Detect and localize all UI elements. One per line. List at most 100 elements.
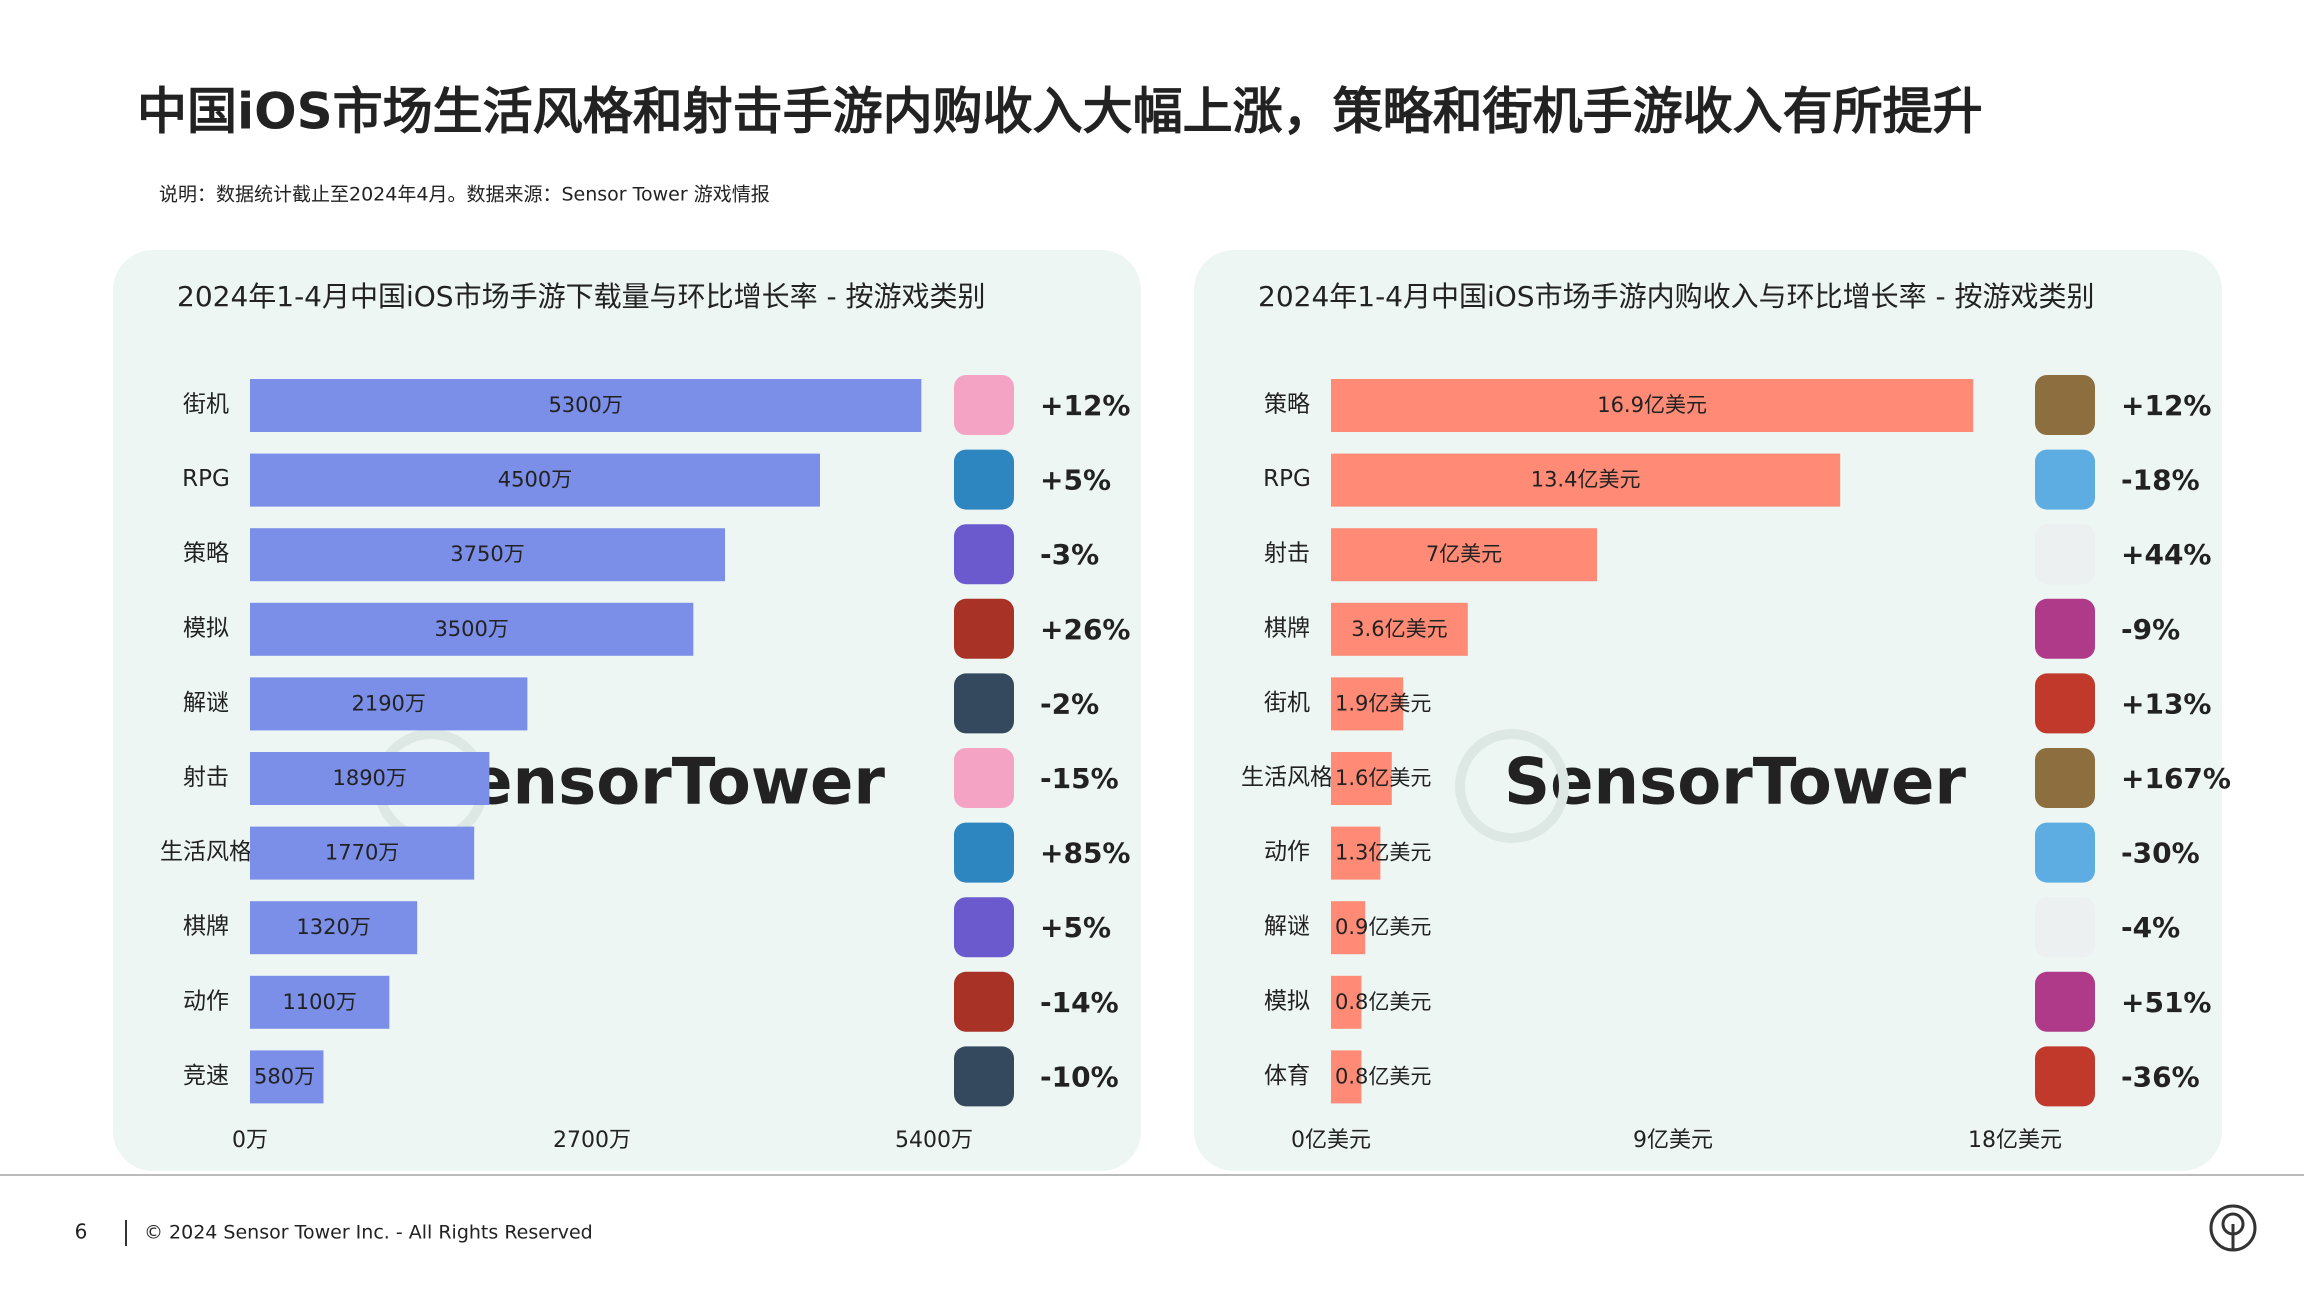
category-label: 竞速 [183, 1063, 229, 1089]
game-icon [954, 524, 1014, 585]
value-label: 1890万 [332, 766, 406, 790]
value-label: 3500万 [434, 617, 508, 641]
bar [1331, 528, 1597, 582]
value-label: 1770万 [325, 841, 399, 865]
category-label: 策略 [1264, 392, 1310, 418]
copyright: © 2024 Sensor Tower Inc. - All Rights Re… [144, 1222, 593, 1244]
growth-label: -4% [2121, 911, 2180, 944]
x-tick-label: 2700万 [553, 1128, 631, 1153]
value-label: 1100万 [282, 990, 356, 1014]
bar [1331, 602, 1468, 656]
value-label: 0.9亿美元 [1335, 915, 1431, 939]
growth-label: +5% [1040, 464, 1111, 497]
slide-title: 中国iOS市场生活风格和射击手游内购收入大幅上涨，策略和街机手游收入有所提升 [137, 83, 1983, 141]
bar [1331, 752, 1392, 805]
category-label: 模拟 [183, 615, 229, 641]
bar [1331, 1050, 1362, 1104]
category-label: RPG [182, 466, 230, 492]
value-label: 4500万 [498, 468, 572, 492]
value-label: 13.4亿美元 [1531, 468, 1641, 492]
x-tick-label: 18亿美元 [1968, 1128, 2062, 1153]
game-icon [2035, 822, 2095, 883]
game-icon [954, 822, 1014, 883]
growth-label: -15% [1040, 762, 1119, 795]
value-label: 5300万 [548, 393, 622, 417]
category-label: 解谜 [1264, 914, 1310, 940]
growth-label: +26% [1040, 613, 1130, 646]
x-tick-label: 0亿美元 [1291, 1128, 1371, 1153]
game-icon [954, 971, 1014, 1032]
category-label: 棋牌 [183, 914, 229, 940]
value-label: 3.6亿美元 [1351, 617, 1447, 641]
game-icon [2035, 971, 2095, 1032]
value-label: 16.9亿美元 [1597, 393, 1707, 417]
bar [1331, 826, 1381, 880]
value-label: 0.8亿美元 [1335, 990, 1431, 1014]
x-tick-label: 5400万 [895, 1128, 973, 1153]
bar [1331, 901, 1366, 955]
game-icon [954, 375, 1014, 435]
bar [250, 677, 528, 731]
value-label: 580万 [254, 1064, 315, 1088]
chart-title: 2024年1-4月中国iOS市场手游下载量与环比增长率 - 按游戏类别 [177, 280, 986, 313]
x-tick-label: 0万 [232, 1128, 268, 1153]
growth-label: -14% [1040, 986, 1119, 1019]
category-label: 棋牌 [1264, 615, 1310, 641]
category-label: 动作 [1264, 839, 1310, 865]
logo [2209, 1204, 2257, 1252]
bar [250, 379, 922, 432]
bar [1331, 677, 1404, 731]
game-icon [954, 748, 1014, 808]
game-icon [2035, 375, 2095, 435]
growth-label: -36% [2121, 1060, 2200, 1093]
x-tick-label: 9亿美元 [1633, 1128, 1713, 1153]
page-number: 6 [75, 1220, 88, 1244]
game-icon [2035, 449, 2095, 510]
category-label: 动作 [183, 988, 229, 1014]
category-label: 策略 [183, 541, 229, 567]
bar [250, 826, 475, 880]
game-icon [954, 598, 1014, 659]
growth-label: +12% [2121, 389, 2211, 422]
bar [1331, 975, 1362, 1029]
value-label: 2190万 [351, 691, 425, 715]
value-label: 0.8亿美元 [1335, 1064, 1431, 1088]
bar [1331, 379, 1974, 432]
game-icon [954, 673, 1014, 734]
category-label: 街机 [183, 392, 229, 418]
bar [250, 1050, 324, 1104]
game-icon [954, 1046, 1014, 1107]
growth-label: +167% [2121, 762, 2231, 795]
category-label: 射击 [183, 765, 229, 791]
growth-label: +12% [1040, 389, 1130, 422]
growth-label: -30% [2121, 837, 2200, 870]
category-label: 射击 [1264, 541, 1310, 567]
category-label: 模拟 [1264, 988, 1310, 1014]
growth-label: -18% [2121, 464, 2200, 497]
bar [250, 528, 725, 582]
category-label: RPG [1263, 466, 1311, 492]
game-icon [2035, 673, 2095, 734]
growth-label: +44% [2121, 538, 2211, 571]
game-icon [954, 449, 1014, 510]
watermark-logo [1455, 729, 1569, 843]
bar [250, 453, 820, 507]
value-label: 7亿美元 [1426, 542, 1502, 566]
bar [250, 901, 418, 955]
growth-label: -2% [1040, 687, 1099, 720]
bar [250, 975, 390, 1029]
watermark: SensorTower [1504, 746, 1966, 820]
game-icon [2035, 897, 2095, 958]
category-label: 解谜 [183, 690, 229, 716]
bar [250, 752, 490, 805]
category-label: 生活风格 [160, 839, 252, 865]
category-label: 街机 [1264, 690, 1310, 716]
game-icon [2035, 524, 2095, 585]
growth-label: -3% [1040, 538, 1099, 571]
value-label: 1320万 [296, 915, 370, 939]
category-label: 体育 [1264, 1063, 1310, 1089]
value-label: 1.3亿美元 [1335, 841, 1431, 865]
category-label: 生活风格 [1241, 765, 1333, 791]
growth-label: +13% [2121, 687, 2211, 720]
